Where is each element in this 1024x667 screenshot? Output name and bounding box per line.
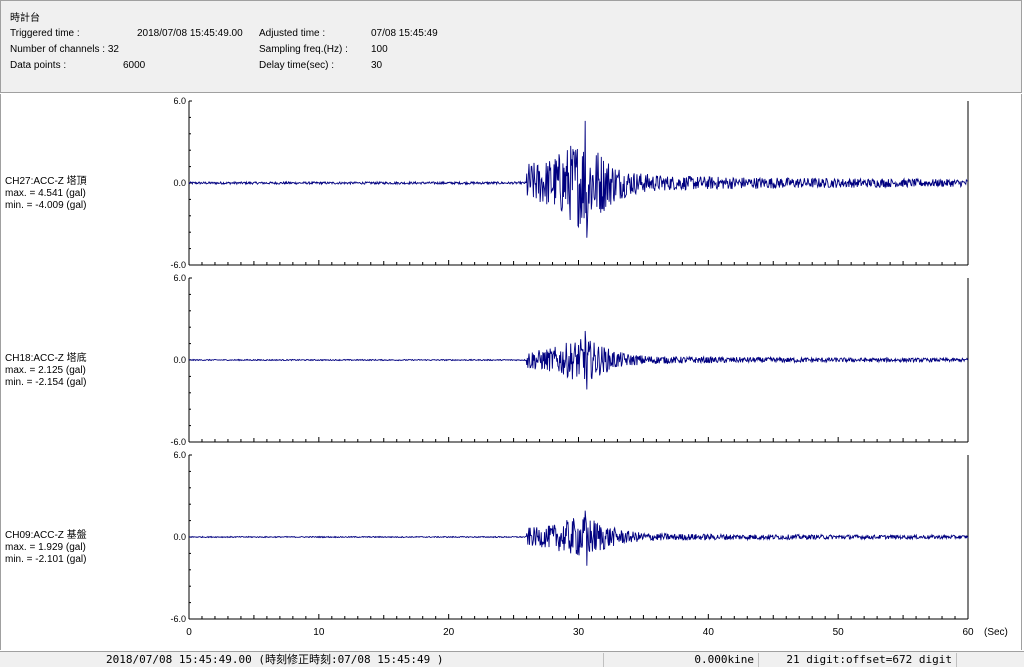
channel-3-waveform: [188, 510, 969, 566]
delay-time-value: 30: [371, 60, 383, 71]
channel-2-waveform: [188, 330, 969, 390]
channel-1-min: min. = -4.009 (gal): [5, 200, 87, 211]
xtick-label-10: 10: [313, 627, 325, 638]
record-header: 時計台 Triggered time : 2018/07/08 15:45:49…: [0, 0, 1022, 93]
status-bar: 2018/07/08 15:45:49.00 (時刻修正時刻:07/08 15:…: [0, 651, 1024, 667]
channel-3-min: min. = -2.101 (gal): [5, 554, 87, 565]
channel-1-ytick-label-2: -6.0: [170, 260, 186, 270]
waveform-chart: 6.00.0-6.06.00.0-6.06.00.0-6.00 10 20 30 40 5…: [170, 96, 1008, 638]
xtick-label-60: 60: [962, 627, 974, 638]
channel-3-max: max. = 1.929 (gal): [5, 542, 86, 553]
channel-1-ytick-label-0: 6.0: [173, 96, 186, 106]
channel-2-name: CH18:ACC-Z 塔底: [5, 353, 87, 364]
xtick-label-40: 40: [703, 627, 715, 638]
station-title: 時計台: [10, 13, 40, 24]
waveform-plot-area: CH27:ACC-Z 塔頂 max. = 4.541 (gal) min. = …: [0, 94, 1022, 650]
channel-1-name: CH27:ACC-Z 塔頂: [5, 176, 87, 187]
channel-1-waveform: [188, 120, 969, 238]
xtick-label-50: 50: [833, 627, 845, 638]
channel-1-max: max. = 4.541 (gal): [5, 188, 86, 199]
adjusted-time-value: 07/08 15:45:49: [371, 28, 438, 39]
sampling-freq-label: Sampling freq.(Hz) :: [259, 44, 348, 55]
data-points-value: 6000: [123, 60, 146, 71]
xtick-label-30: 30: [573, 627, 585, 638]
sampling-freq-value: 100: [371, 44, 388, 55]
status-time: 2018/07/08 15:45:49.00 (時刻修正時刻:07/08 15:…: [106, 653, 444, 666]
xtick-label-0: 0: [186, 627, 192, 638]
channel-2-max: max. = 2.125 (gal): [5, 365, 86, 376]
channel-1-info: CH27:ACC-Z 塔頂 max. = 4.541 (gal) min. = …: [5, 176, 87, 212]
channel-2-ytick-label-2: -6.0: [170, 437, 186, 447]
channel-3-name: CH09:ACC-Z 基盤: [5, 530, 87, 541]
data-points-label: Data points :: [10, 60, 67, 71]
channel-3-info: CH09:ACC-Z 基盤 max. = 1.929 (gal) min. = …: [5, 530, 87, 566]
channel-2-info: CH18:ACC-Z 塔底 max. = 2.125 (gal) min. = …: [5, 353, 87, 389]
xtick-label-20: 20: [443, 627, 455, 638]
channel-3-ytick-label-2: -6.0: [170, 614, 186, 624]
channel-count-label: Number of channels : 32: [10, 44, 119, 55]
channel-3-ytick-label-0: 6.0: [173, 450, 186, 460]
channel-1-ytick-label-1: 0.0: [173, 178, 186, 188]
channel-2-ytick-label-0: 6.0: [173, 273, 186, 283]
status-kine: 0.000kine: [603, 653, 757, 667]
channel-2-min: min. = -2.154 (gal): [5, 377, 87, 388]
status-digit: 21 digit:offset=672 digit: [758, 653, 955, 667]
status-empty-panel: [956, 653, 1022, 667]
channel-3-ytick-label-1: 0.0: [173, 532, 186, 542]
triggered-time-value: 2018/07/08 15:45:49.00: [137, 28, 243, 39]
channel-2-ytick-label-1: 0.0: [173, 355, 186, 365]
delay-time-label: Delay time(sec) :: [259, 60, 335, 71]
x-axis-unit: (Sec): [984, 627, 1008, 638]
triggered-time-label: Triggered time :: [10, 28, 80, 39]
adjusted-time-label: Adjusted time :: [259, 28, 326, 39]
